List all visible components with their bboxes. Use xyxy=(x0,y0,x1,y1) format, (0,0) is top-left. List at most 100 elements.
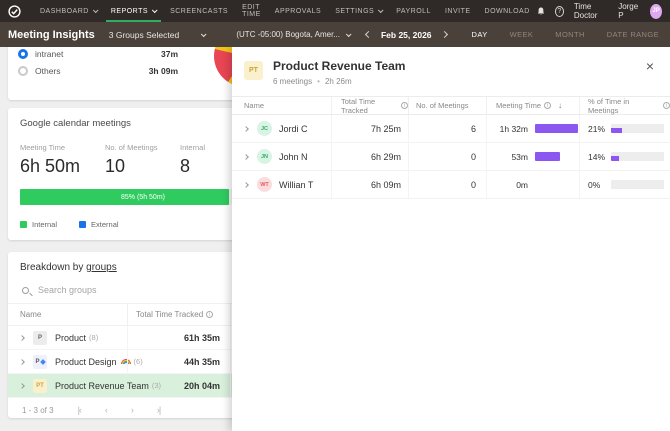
stat-no-of-meetings: No. of Meetings 10 xyxy=(105,143,180,177)
nav-payroll-label: PAYROLL xyxy=(396,8,431,15)
info-icon[interactable] xyxy=(401,102,408,109)
groups-filter-label: 3 Groups Selected xyxy=(109,30,179,40)
pct-value: 0% xyxy=(588,180,611,190)
member-avatar: WT xyxy=(257,177,272,192)
nav-approvals[interactable]: APPROVALS xyxy=(268,0,328,22)
expand-chevron-icon[interactable] xyxy=(243,154,249,160)
view-date-range[interactable]: DATE RANGE xyxy=(596,30,670,39)
nav-edit-time[interactable]: EDIT TIME xyxy=(235,0,268,22)
info-icon[interactable] xyxy=(544,102,551,109)
column-header-total-time[interactable]: Total Time Tracked xyxy=(331,97,408,114)
info-icon[interactable] xyxy=(663,102,670,109)
column-header-name[interactable]: Name xyxy=(232,97,331,114)
last-page-icon[interactable] xyxy=(157,405,160,415)
nav-edit-time-label: EDIT TIME xyxy=(242,4,261,18)
members-table: Name Total Time Tracked No. of Meetings … xyxy=(232,96,670,199)
member-row-jordi[interactable]: JC Jordi C 7h 25m 6 1h 32m 21% xyxy=(232,115,670,143)
nav-dashboard[interactable]: DASHBOARD xyxy=(33,0,104,22)
view-day[interactable]: DAY xyxy=(461,30,499,39)
meeting-time-bar xyxy=(535,124,578,133)
meeting-time-value: 1h 32m xyxy=(487,124,528,134)
timezone-dropdown[interactable]: (UTC -05:00) Bogota, Amer... xyxy=(236,30,350,39)
meeting-time-value: 0m xyxy=(487,180,528,190)
group-time-cell: 61h 35m xyxy=(127,326,230,349)
timezone-label: (UTC -05:00) Bogota, Amer... xyxy=(236,30,340,39)
blue-star-icon xyxy=(40,359,46,365)
notifications-bell-icon[interactable] xyxy=(537,6,545,17)
total-time-cell: 7h 25m xyxy=(331,115,408,142)
current-date[interactable]: Feb 25, 2026 xyxy=(381,30,432,40)
drawer-subtitle: 6 meetings 2h 26m xyxy=(273,77,405,86)
meetings-count-cell: 0 xyxy=(408,143,486,170)
group-detail-drawer: PT Product Revenue Team 6 meetings 2h 26… xyxy=(232,47,670,431)
nav-download[interactable]: DOWNLOAD xyxy=(478,0,537,22)
group-avatar: PT xyxy=(33,379,47,393)
expand-chevron-icon[interactable] xyxy=(19,335,25,341)
next-day-arrow-icon[interactable] xyxy=(440,31,447,38)
column-header-no-of-meetings[interactable]: No. of Meetings xyxy=(408,97,486,114)
expand-chevron-icon[interactable] xyxy=(243,126,249,132)
topnav-right-section: Time Doctor Jorge P JP xyxy=(537,2,670,20)
meeting-time-value: 53m xyxy=(487,152,528,162)
stat-value: 10 xyxy=(105,156,180,177)
pct-cell: 14% xyxy=(579,143,670,170)
first-page-icon[interactable] xyxy=(78,405,81,415)
pagination-range: 1 - 3 of 3 xyxy=(22,406,54,415)
legend-internal: Internal xyxy=(20,220,57,229)
nav-payroll[interactable]: PAYROLL xyxy=(389,0,438,22)
nav-invite-label: INVITE xyxy=(445,8,471,15)
member-row-willian[interactable]: WT Willian T 6h 09m 0 0m 0% xyxy=(232,171,670,199)
column-header-total-time[interactable]: Total Time Tracked xyxy=(127,304,230,325)
previous-page-icon[interactable] xyxy=(105,405,107,415)
help-icon[interactable] xyxy=(555,6,564,17)
chevron-down-icon xyxy=(93,7,99,13)
total-time-cell: 6h 29m xyxy=(331,143,408,170)
stat-meeting-time: Meeting Time 6h 50m xyxy=(20,143,105,177)
stat-label: Meeting Time xyxy=(20,143,105,152)
group-time-cell: 20h 04m xyxy=(127,374,230,397)
next-page-icon[interactable] xyxy=(131,405,133,415)
pct-value: 21% xyxy=(588,124,611,134)
view-month[interactable]: MONTH xyxy=(544,30,596,39)
legend-value: 37m xyxy=(161,49,178,59)
member-avatar: JN xyxy=(257,149,272,164)
expand-chevron-icon[interactable] xyxy=(19,383,25,389)
info-icon[interactable] xyxy=(206,311,213,318)
member-name-cell: JC Jordi C xyxy=(232,115,331,142)
title-prefix: Breakdown by xyxy=(20,262,86,273)
report-toolbar: Meeting Insights 3 Groups Selected (UTC … xyxy=(0,22,670,47)
expand-chevron-icon[interactable] xyxy=(243,182,249,188)
meetings-total-time: 2h 26m xyxy=(325,77,352,86)
nav-settings-label: SETTINGS xyxy=(335,8,374,15)
column-header-pct-time-in-meetings[interactable]: % of Time in Meetings xyxy=(579,97,670,114)
meeting-time-cell: 53m xyxy=(486,143,579,170)
nav-reports[interactable]: REPORTS xyxy=(104,0,163,22)
user-name[interactable]: Jorge P xyxy=(618,2,640,20)
radio-selected-icon[interactable] xyxy=(18,49,28,59)
nav-screencasts-label: SCREENCASTS xyxy=(170,8,228,15)
view-week[interactable]: WEEK xyxy=(499,30,545,39)
pct-track xyxy=(611,124,664,133)
previous-day-arrow-icon[interactable] xyxy=(365,31,372,38)
nav-screencasts[interactable]: SCREENCASTS xyxy=(163,0,235,22)
nav-settings[interactable]: SETTINGS xyxy=(328,0,389,22)
member-row-john[interactable]: JN John N 6h 29m 0 53m 14% xyxy=(232,143,670,171)
legend-label: intranet xyxy=(35,49,63,59)
radio-unselected-icon[interactable] xyxy=(18,66,28,76)
user-avatar[interactable]: JP xyxy=(650,4,662,19)
meeting-time-cell: 1h 32m xyxy=(486,115,579,142)
groups-dropdown-link[interactable]: groups xyxy=(86,262,117,273)
meetings-count-cell: 0 xyxy=(408,171,486,198)
column-header-meeting-time[interactable]: Meeting Time xyxy=(486,97,579,114)
close-icon[interactable] xyxy=(646,59,654,73)
group-name-cell: P Product (8) xyxy=(8,331,127,345)
group-name-cell: P Product Design (6) xyxy=(8,355,127,369)
groups-filter-dropdown[interactable]: 3 Groups Selected xyxy=(109,30,205,40)
legend-label: External xyxy=(91,220,119,229)
sort-descending-icon[interactable] xyxy=(558,101,562,110)
expand-chevron-icon[interactable] xyxy=(19,359,25,365)
group-name: Product xyxy=(55,333,86,343)
column-header-name[interactable]: Name xyxy=(8,310,127,319)
legend-value: 3h 09m xyxy=(149,66,178,76)
nav-invite[interactable]: INVITE xyxy=(438,0,478,22)
